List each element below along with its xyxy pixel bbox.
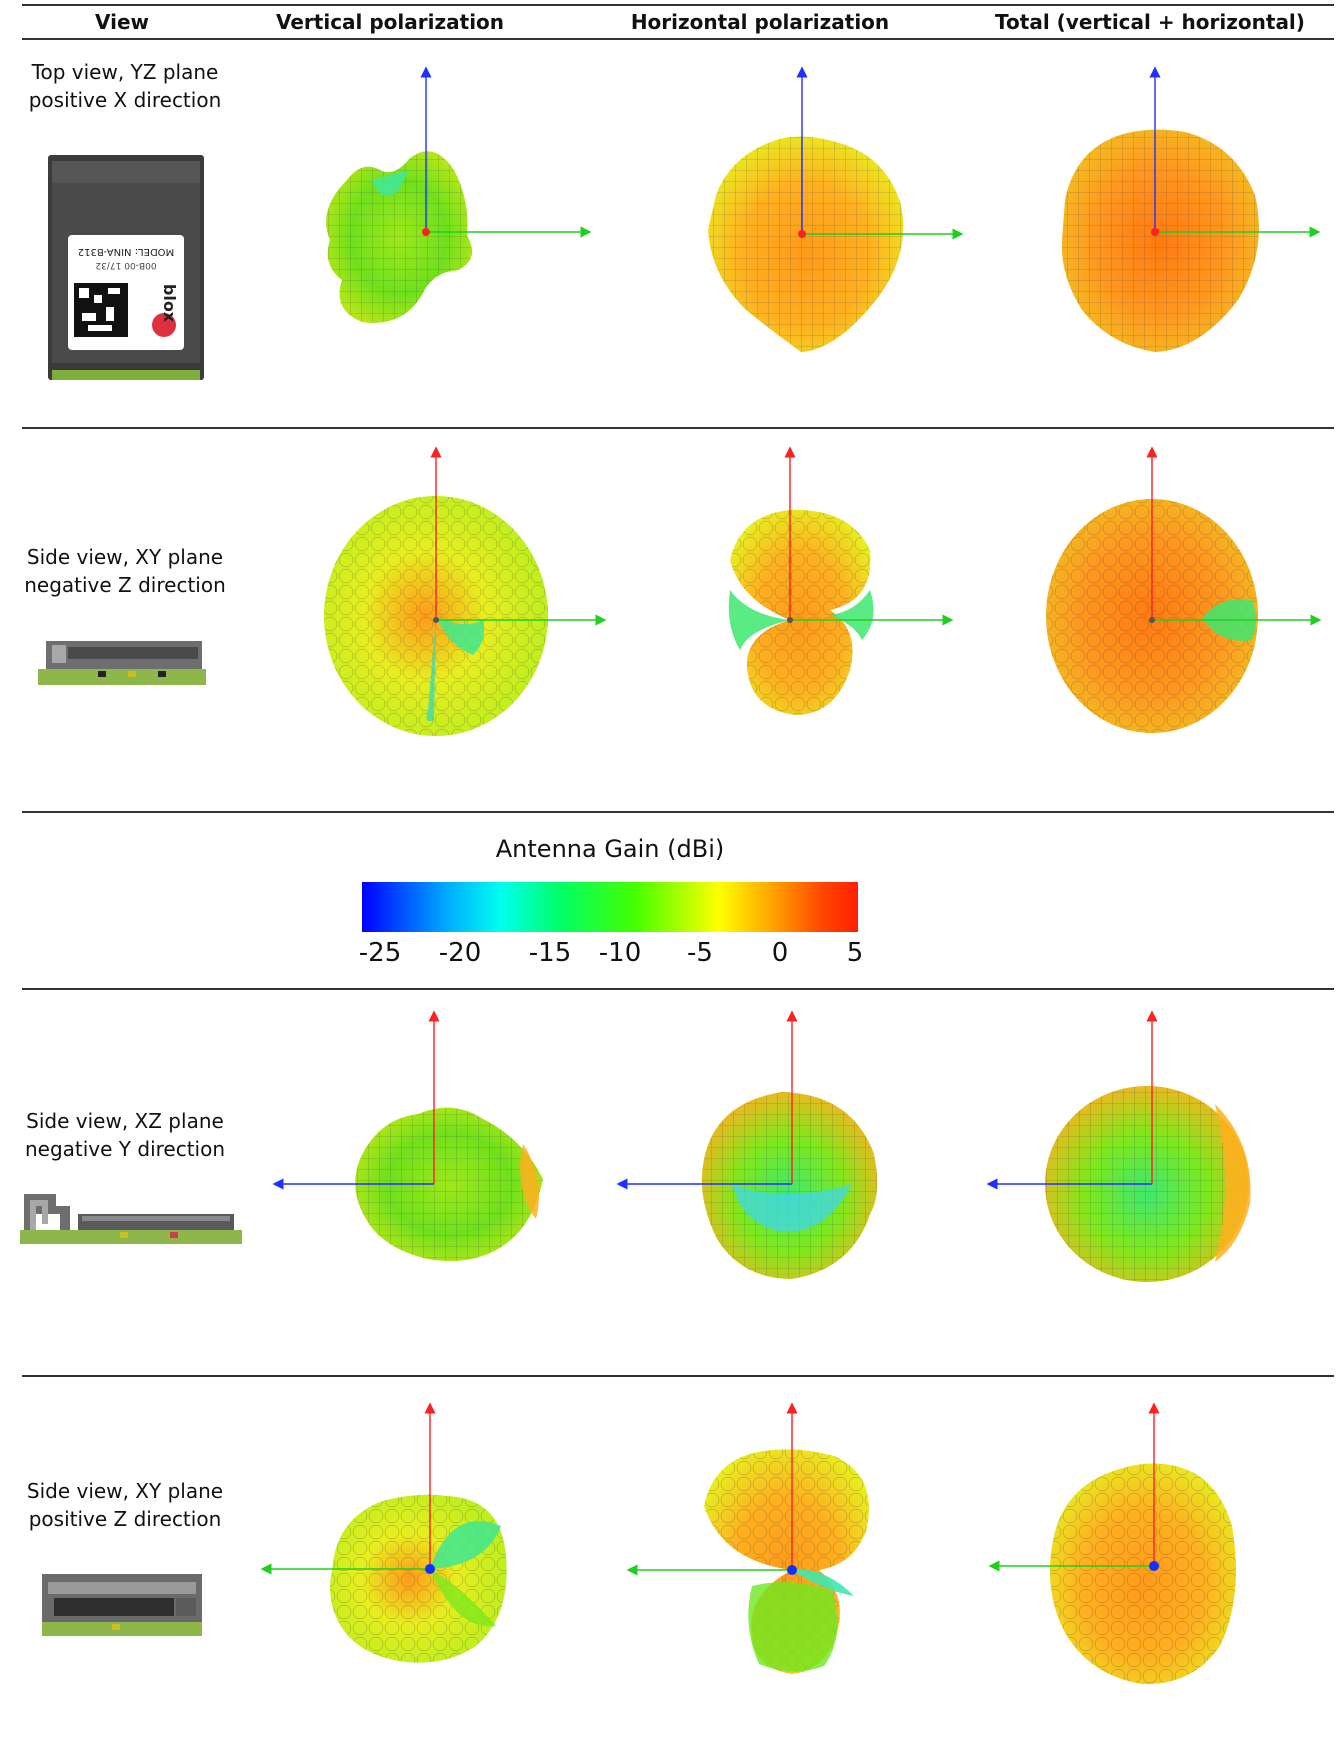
row-3-rule [22,1375,1334,1377]
legend-tick: -25 [358,938,402,968]
pattern-r4-vertical [256,1396,586,1736]
module-side-view-image-1 [38,635,206,685]
header-horizontal: Horizontal polarization [630,10,890,34]
row-1-line2: positive X direction [28,88,222,112]
module-top-view-image: MODEL: NINA-B312 00B-00 17/32 blox [48,155,204,380]
row-3-label: Side view, XZ plane negative Y direction [10,1107,240,1163]
colorbar [362,882,858,932]
row-1-label: Top view, YZ plane positive X direction [10,58,240,114]
row-2-rule [22,811,1334,813]
row-2-label: Side view, XY plane negative Z direction [10,543,240,599]
legend-rule [22,988,1334,990]
pattern-r2-vertical [258,440,607,780]
pattern-r2-horizontal [630,440,960,780]
row-2-line2: negative Z direction [24,573,226,597]
module-side-view-image-3 [42,1572,202,1636]
legend-tick: -20 [438,938,482,968]
module-serial-text: 00B-00 17/32 [95,260,156,270]
legend-tick: 5 [846,938,864,968]
pattern-r3-total [980,1004,1310,1344]
legend-title: Antenna Gain (dBi) [495,835,725,863]
header-total: Total (vertical + horizontal) [995,10,1305,34]
row-1-rule [22,427,1334,429]
header-view: View [94,10,150,34]
pattern-r4-total [982,1396,1312,1736]
row-4-label: Side view, XY plane positive Z direction [10,1477,240,1533]
table-top-rule [22,4,1334,6]
pattern-r1-total [990,60,1321,400]
legend-tick: -10 [598,938,642,968]
row-4-line2: positive Z direction [28,1507,222,1531]
legend-tick: 0 [771,938,789,968]
pattern-r1-vertical [262,60,592,400]
header-rule [22,38,1334,40]
module-model-text: MODEL: NINA-B312 [78,246,174,257]
pattern-r2-total [990,440,1322,780]
row-4-line1: Side view, XY plane [26,1479,224,1503]
row-1-line1: Top view, YZ plane [31,60,219,84]
pattern-r3-vertical [258,1004,588,1344]
pattern-r1-horizontal [636,60,966,400]
pattern-r4-horizontal [624,1396,954,1736]
row-3-line1: Side view, XZ plane [26,1109,224,1133]
module-brand-text: blox [160,284,179,323]
pattern-r3-horizontal [612,1004,942,1344]
legend-tick: -5 [687,938,713,968]
module-side-view-image-2 [20,1186,242,1244]
row-3-line2: negative Y direction [24,1137,226,1161]
legend-tick: -15 [528,938,572,968]
header-vertical: Vertical polarization [275,10,505,34]
row-2-line1: Side view, XY plane [26,545,224,569]
